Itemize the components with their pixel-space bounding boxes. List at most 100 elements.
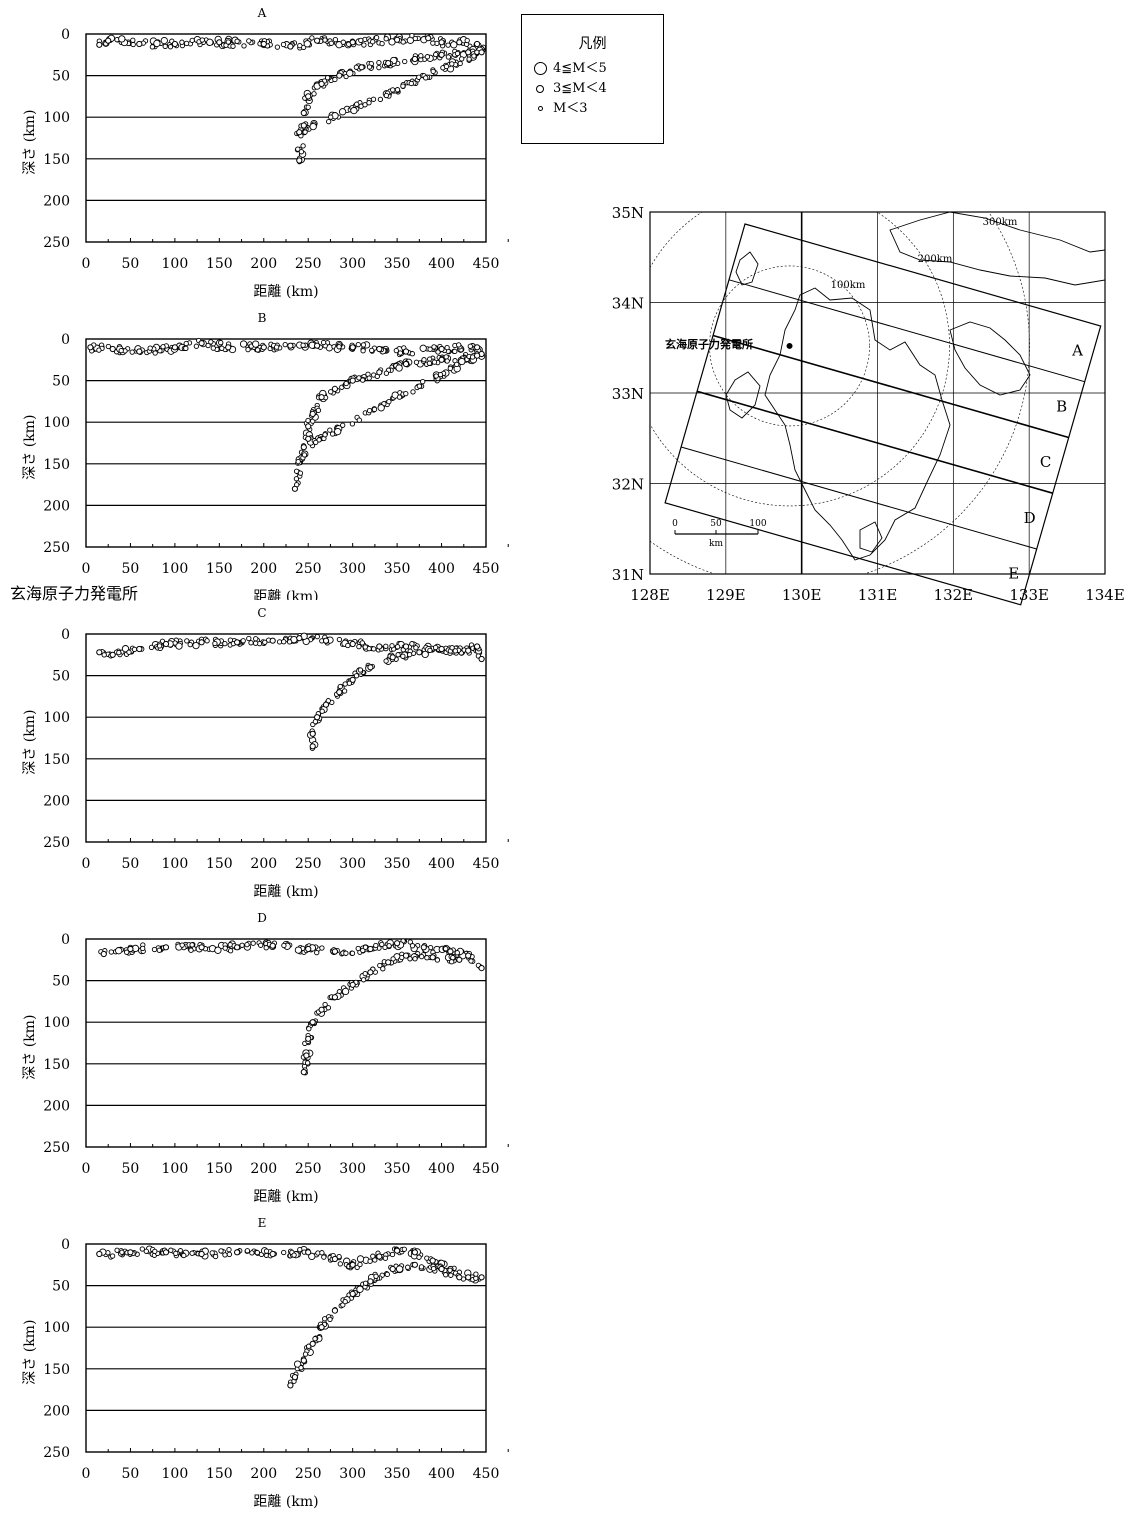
hypocenter-point [433,51,439,58]
hypocenter-point [466,56,472,62]
hypocenter-point [300,109,307,117]
profile-band-divider [680,446,1037,550]
hypocenter-point [189,942,195,948]
hypocenter-point [319,945,325,951]
hypocenter-point [179,39,185,45]
hypocenter-point [234,1249,241,1256]
y-tick-label: 200 [43,1098,70,1114]
hypocenter-point [305,1035,312,1042]
hypocenter-point [188,947,194,953]
hypocenter-point [360,348,366,354]
hypocenter-point [366,407,373,414]
x-tick-label: 250 [295,1466,322,1482]
hypocenter-point [173,1250,179,1257]
hypocenter-point [327,1316,333,1323]
hypocenter-point [246,635,252,642]
distance-label: 100km [831,280,866,291]
hypocenter-point [402,643,410,650]
hypocenter-point [389,1265,396,1273]
x-tick-label: 50 [122,256,140,272]
x-tick-label: 50 [122,1161,140,1177]
y-tick-label: 50 [52,669,70,685]
hypocenter-point [332,36,339,43]
hypocenter-point [121,645,130,653]
hypocenter-point [454,361,460,368]
hypocenter-point [152,1248,158,1255]
x-tick-label: 100 [162,1161,189,1177]
hypocenter-point [246,38,252,44]
hypocenter-point [198,639,205,646]
hypocenter-point [357,667,364,673]
hypocenter-point [309,410,316,418]
hypocenter-point [291,1374,298,1381]
x-tick-label: 450 [473,856,500,872]
hypocenter-point [376,369,383,376]
hypocenter-point [467,343,473,349]
hypocenter-point [474,352,481,359]
hypocenter-point [366,375,372,381]
hypocenter-point [222,1252,228,1258]
hypocenter-point [309,743,316,750]
distance-label: 200km [918,254,953,265]
y-tick-label: 200 [43,498,70,514]
hypocenter-point [295,146,301,152]
hypocenter-point [325,1005,332,1011]
x-tick-label: 400 [428,256,455,272]
hypocenter-point [244,941,250,948]
hypocenter-point [321,1254,327,1260]
hypocenter-point [435,349,441,355]
hypocenter-point [273,344,280,350]
hypocenter-point [291,485,298,492]
hypocenter-point [234,944,241,951]
hypocenter-point [181,1252,187,1259]
coastline [725,371,761,419]
hypocenter-point [311,91,317,97]
hypocenter-point [208,339,214,345]
hypocenter-point [379,941,385,948]
hypocenter-point [421,650,429,659]
hypocenter-point [478,965,485,972]
panel-title: E [258,1216,267,1230]
hypocenter-point [287,43,294,50]
hypocenter-point [400,653,406,659]
hypocenter-point [409,943,416,949]
hypocenter-point [465,952,472,959]
distance-label: 300km [983,217,1018,228]
hypocenter-point [147,345,153,351]
latitude-label: 35N [612,204,644,222]
hypocenter-point [410,389,416,395]
hypocenter-point [162,43,168,50]
hypocenter-point [353,64,360,70]
hypocenter-point [171,344,178,351]
hypocenter-point [314,714,321,721]
hypocenter-point [287,342,294,349]
hypocenter-point [434,957,441,963]
hypocenter-point [471,53,477,59]
hypocenter-point [421,357,427,363]
hypocenter-point [331,385,338,393]
hypocenter-point [450,41,458,49]
x-tick-label: 450 [473,561,500,577]
hypocenter-point [382,1255,389,1261]
x-axis-label: 距離 (km) [253,588,318,600]
hypocenter-point [322,1316,328,1322]
band-label: E [1008,565,1019,583]
hypocenter-point [356,375,362,381]
hypocenter-point [297,1246,303,1253]
hypocenter-point [105,37,112,44]
hypocenter-point [419,344,427,352]
hypocenter-point [96,347,102,353]
x-tick-label: 450 [473,1466,500,1482]
plot-frame [85,338,487,548]
hypocenter-point [412,956,418,962]
hypocenter-point [430,68,436,75]
hypocenter-point [343,950,349,956]
hypocenter-point [371,646,377,652]
hypocenter-point [171,40,178,48]
hypocenter-point [225,39,231,45]
hypocenter-point [416,383,423,389]
longitude-label: 129E [706,586,746,604]
coastline [949,321,1031,396]
hypocenter-point [337,1261,343,1267]
x-tick-label: 200 [250,256,277,272]
